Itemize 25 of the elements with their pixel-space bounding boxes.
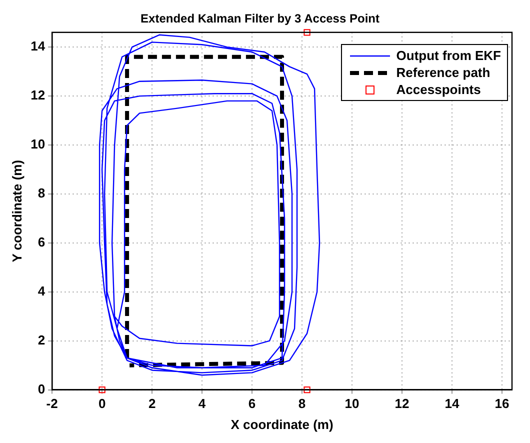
y-tick-label: 14 bbox=[30, 38, 46, 54]
legend-label: Output from EKF bbox=[396, 48, 501, 63]
y-axis-title: Y coordinate (m) bbox=[9, 160, 24, 262]
y-tick-label: 8 bbox=[38, 186, 46, 201]
x-tick-label: 2 bbox=[148, 396, 156, 412]
y-tick-label: 12 bbox=[30, 88, 46, 103]
line-series bbox=[125, 54, 284, 368]
x-tick-label: 4 bbox=[198, 396, 206, 412]
y-tick-label: 0 bbox=[38, 381, 46, 396]
chart-title: Extended Kalman Filter by 3 Access Point bbox=[140, 12, 380, 26]
x-tick-label: 16 bbox=[494, 396, 510, 412]
x-tick-label: 12 bbox=[394, 396, 410, 412]
legend-label: Reference path bbox=[396, 65, 490, 80]
x-axis-title: X coordinate (m) bbox=[230, 416, 334, 432]
legend-label: Accesspoints bbox=[396, 82, 481, 97]
x-tick-label: 0 bbox=[98, 396, 106, 412]
x-tick-label: 8 bbox=[298, 396, 306, 412]
x-tick-label: 14 bbox=[444, 396, 460, 412]
y-tick-label: 4 bbox=[38, 283, 46, 298]
x-tick-label: -2 bbox=[46, 396, 58, 412]
y-tick-label: 10 bbox=[30, 136, 46, 152]
y-tick-label: 6 bbox=[38, 234, 46, 250]
x-tick-label: 6 bbox=[248, 396, 256, 412]
x-tick-label: 10 bbox=[344, 396, 360, 412]
y-tick-label: 2 bbox=[38, 332, 46, 348]
